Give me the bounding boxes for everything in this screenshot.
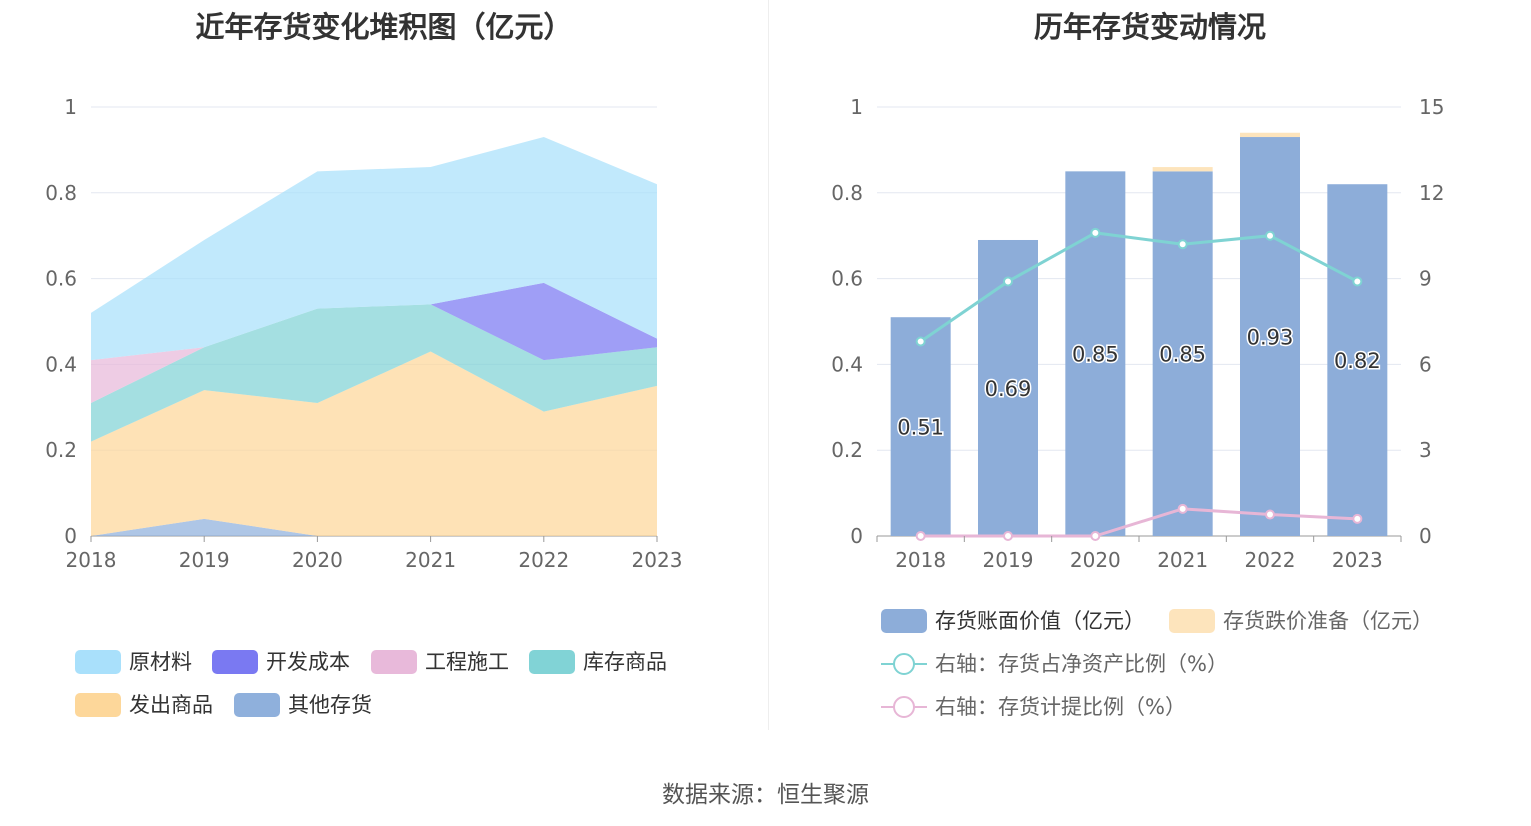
bar-存货账面价值（亿元） (1152, 171, 1213, 536)
y2-tick-label: 9 (1419, 267, 1432, 291)
legend-swatch (234, 693, 280, 717)
legend-label: 发出商品 (129, 693, 213, 717)
y2-tick-label: 12 (1419, 181, 1444, 205)
legend-label: 存货跌价准备（亿元） (1223, 609, 1433, 633)
legend-swatch (75, 693, 121, 717)
area-库存商品 (91, 304, 657, 442)
y2-tick-label: 15 (1419, 95, 1444, 119)
x-tick-label: 2018 (895, 548, 946, 572)
y-tick-label: 0 (850, 524, 863, 548)
bar-value-label: 0.85 (1072, 343, 1119, 367)
bar-value-label: 0.85 (1159, 343, 1206, 367)
inventory-bar-line-chart: 0 0.2 0.4 0.6 0.8 1 0 3 6 9 12 15 0.51 0.69 0.85 0.85 0.… (831, 95, 1444, 572)
line-point (915, 336, 926, 347)
bar-value-label: 0.93 (1247, 326, 1294, 350)
x-tick-label: 2020 (1070, 548, 1121, 572)
legend-swatch (371, 650, 417, 674)
y-tick-label: 0.8 (45, 181, 77, 205)
stacked-area-chart: 0 0.2 0.4 0.6 0.8 1 2018 2019 2020 2021 2022 2023 (45, 95, 683, 572)
line-右轴：存货占净资产比例（%） (919, 231, 1359, 343)
line-point (1265, 509, 1275, 520)
legend-marker-icon (893, 696, 915, 718)
line-point (1352, 276, 1363, 287)
x-tick-label: 2023 (632, 548, 683, 572)
area-发出商品 (91, 351, 657, 536)
inventory-stacked-area-panel: 近年存货变化堆积图（亿元） 0 0.2 0.4 0.6 0.8 1 2018 2019 2020… (0, 0, 768, 730)
right-chart-title: 历年存货变动情况 (1033, 10, 1266, 44)
y-tick-label: 1 (64, 95, 77, 119)
legend-swatch (212, 650, 258, 674)
x-tick-label: 2019 (179, 548, 230, 572)
bar-存货账面价值（亿元） (1327, 184, 1388, 536)
panel-divider (768, 0, 769, 730)
y2-tick-label: 3 (1419, 438, 1432, 462)
bar-value-label: 0.82 (1334, 349, 1381, 373)
bar-存货跌价准备（亿元） (1240, 132, 1300, 138)
y-tick-label: 0.4 (831, 352, 863, 376)
line-point (1003, 276, 1013, 287)
legend-label: 开发成本 (266, 650, 350, 674)
legend-label: 右轴：存货计提比例（%） (935, 695, 1186, 719)
y-tick-label: 0.2 (831, 438, 863, 462)
y-tick-label: 0.4 (45, 352, 77, 376)
bar-value-label: 0.51 (897, 416, 944, 440)
legend-label: 库存商品 (583, 650, 667, 674)
line-point (1352, 513, 1363, 524)
bar-value-label: 0.69 (985, 377, 1032, 401)
legend-label: 原材料 (129, 650, 192, 674)
bar-存货账面价值（亿元） (1240, 137, 1300, 536)
area-原材料 (91, 137, 657, 361)
line-point (1090, 531, 1101, 541)
legend-swatch (1169, 609, 1215, 633)
area-其他存货 (91, 518, 657, 536)
y-tick-label: 0.6 (831, 267, 863, 291)
legend-marker-icon (893, 653, 915, 675)
legend-swatch (529, 650, 575, 674)
x-tick-label: 2018 (66, 548, 117, 572)
x-tick-label: 2022 (518, 548, 569, 572)
line-point (915, 531, 926, 541)
bar-存货跌价准备（亿元） (1152, 167, 1213, 172)
x-tick-label: 2021 (1157, 548, 1208, 572)
line-右轴：存货计提比例（%） (920, 507, 1358, 538)
y2-tick-label: 0 (1419, 524, 1432, 548)
line-point (1090, 227, 1101, 238)
x-tick-label: 2020 (292, 548, 343, 572)
legend-label: 右轴：存货占净资产比例（%） (935, 652, 1228, 676)
line-point (1265, 230, 1275, 241)
legend-swatch (75, 650, 121, 674)
y-tick-label: 0.6 (45, 267, 77, 291)
bar-存货账面价值（亿元） (890, 317, 951, 536)
legend-label: 其他存货 (288, 693, 372, 717)
x-tick-label: 2023 (1332, 548, 1383, 572)
x-tick-label: 2021 (405, 548, 456, 572)
x-tick-label: 2019 (983, 548, 1034, 572)
y-tick-label: 0.8 (831, 181, 863, 205)
area-开发成本 (91, 282, 657, 361)
data-source-note: 数据来源：恒生聚源 (662, 782, 869, 808)
y-tick-label: 0.2 (45, 438, 77, 462)
inventory-bar-panel: 历年存货变动情况 0 0.2 0.4 0.6 0.8 1 0 3 6 9 12 15 0.51 0.69 0… (769, 0, 1531, 730)
y-tick-label: 0 (64, 524, 77, 548)
line-point (1177, 239, 1188, 250)
left-chart-title: 近年存货变化堆积图（亿元） (195, 10, 573, 44)
bar-存货账面价值（亿元） (978, 239, 1038, 537)
line-point (1177, 503, 1188, 514)
legend-label: 工程施工 (425, 650, 509, 674)
legend-swatch (881, 609, 927, 633)
y-tick-label: 1 (850, 95, 863, 119)
legend-label: 存货账面价值（亿元） (935, 609, 1145, 633)
x-tick-label: 2022 (1245, 548, 1296, 572)
line-point (1003, 531, 1013, 541)
y2-tick-label: 6 (1419, 352, 1432, 376)
